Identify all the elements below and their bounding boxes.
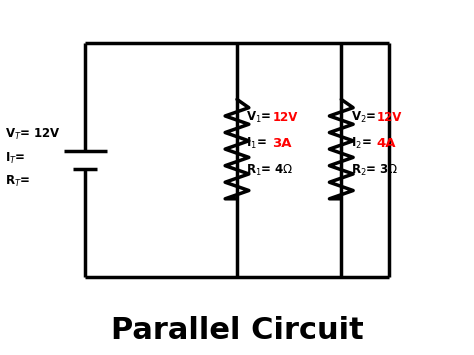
Text: R$_T$=: R$_T$= (5, 174, 30, 189)
Text: V$_1$=: V$_1$= (246, 110, 272, 125)
Text: 4A: 4A (377, 137, 396, 150)
Text: 3A: 3A (273, 137, 292, 150)
Text: 12V: 12V (377, 111, 402, 124)
Text: Parallel Circuit: Parallel Circuit (110, 316, 364, 345)
Text: I$_2$=: I$_2$= (351, 136, 373, 151)
Text: I$_T$=: I$_T$= (5, 151, 25, 165)
Text: V$_T$= 12V: V$_T$= 12V (5, 127, 61, 142)
Text: R$_1$= 4$\Omega$: R$_1$= 4$\Omega$ (246, 163, 294, 178)
Text: I$_1$=: I$_1$= (246, 136, 268, 151)
Text: R$_2$= 3$\Omega$: R$_2$= 3$\Omega$ (351, 163, 398, 178)
Text: V$_2$=: V$_2$= (351, 110, 376, 125)
Text: 12V: 12V (273, 111, 298, 124)
